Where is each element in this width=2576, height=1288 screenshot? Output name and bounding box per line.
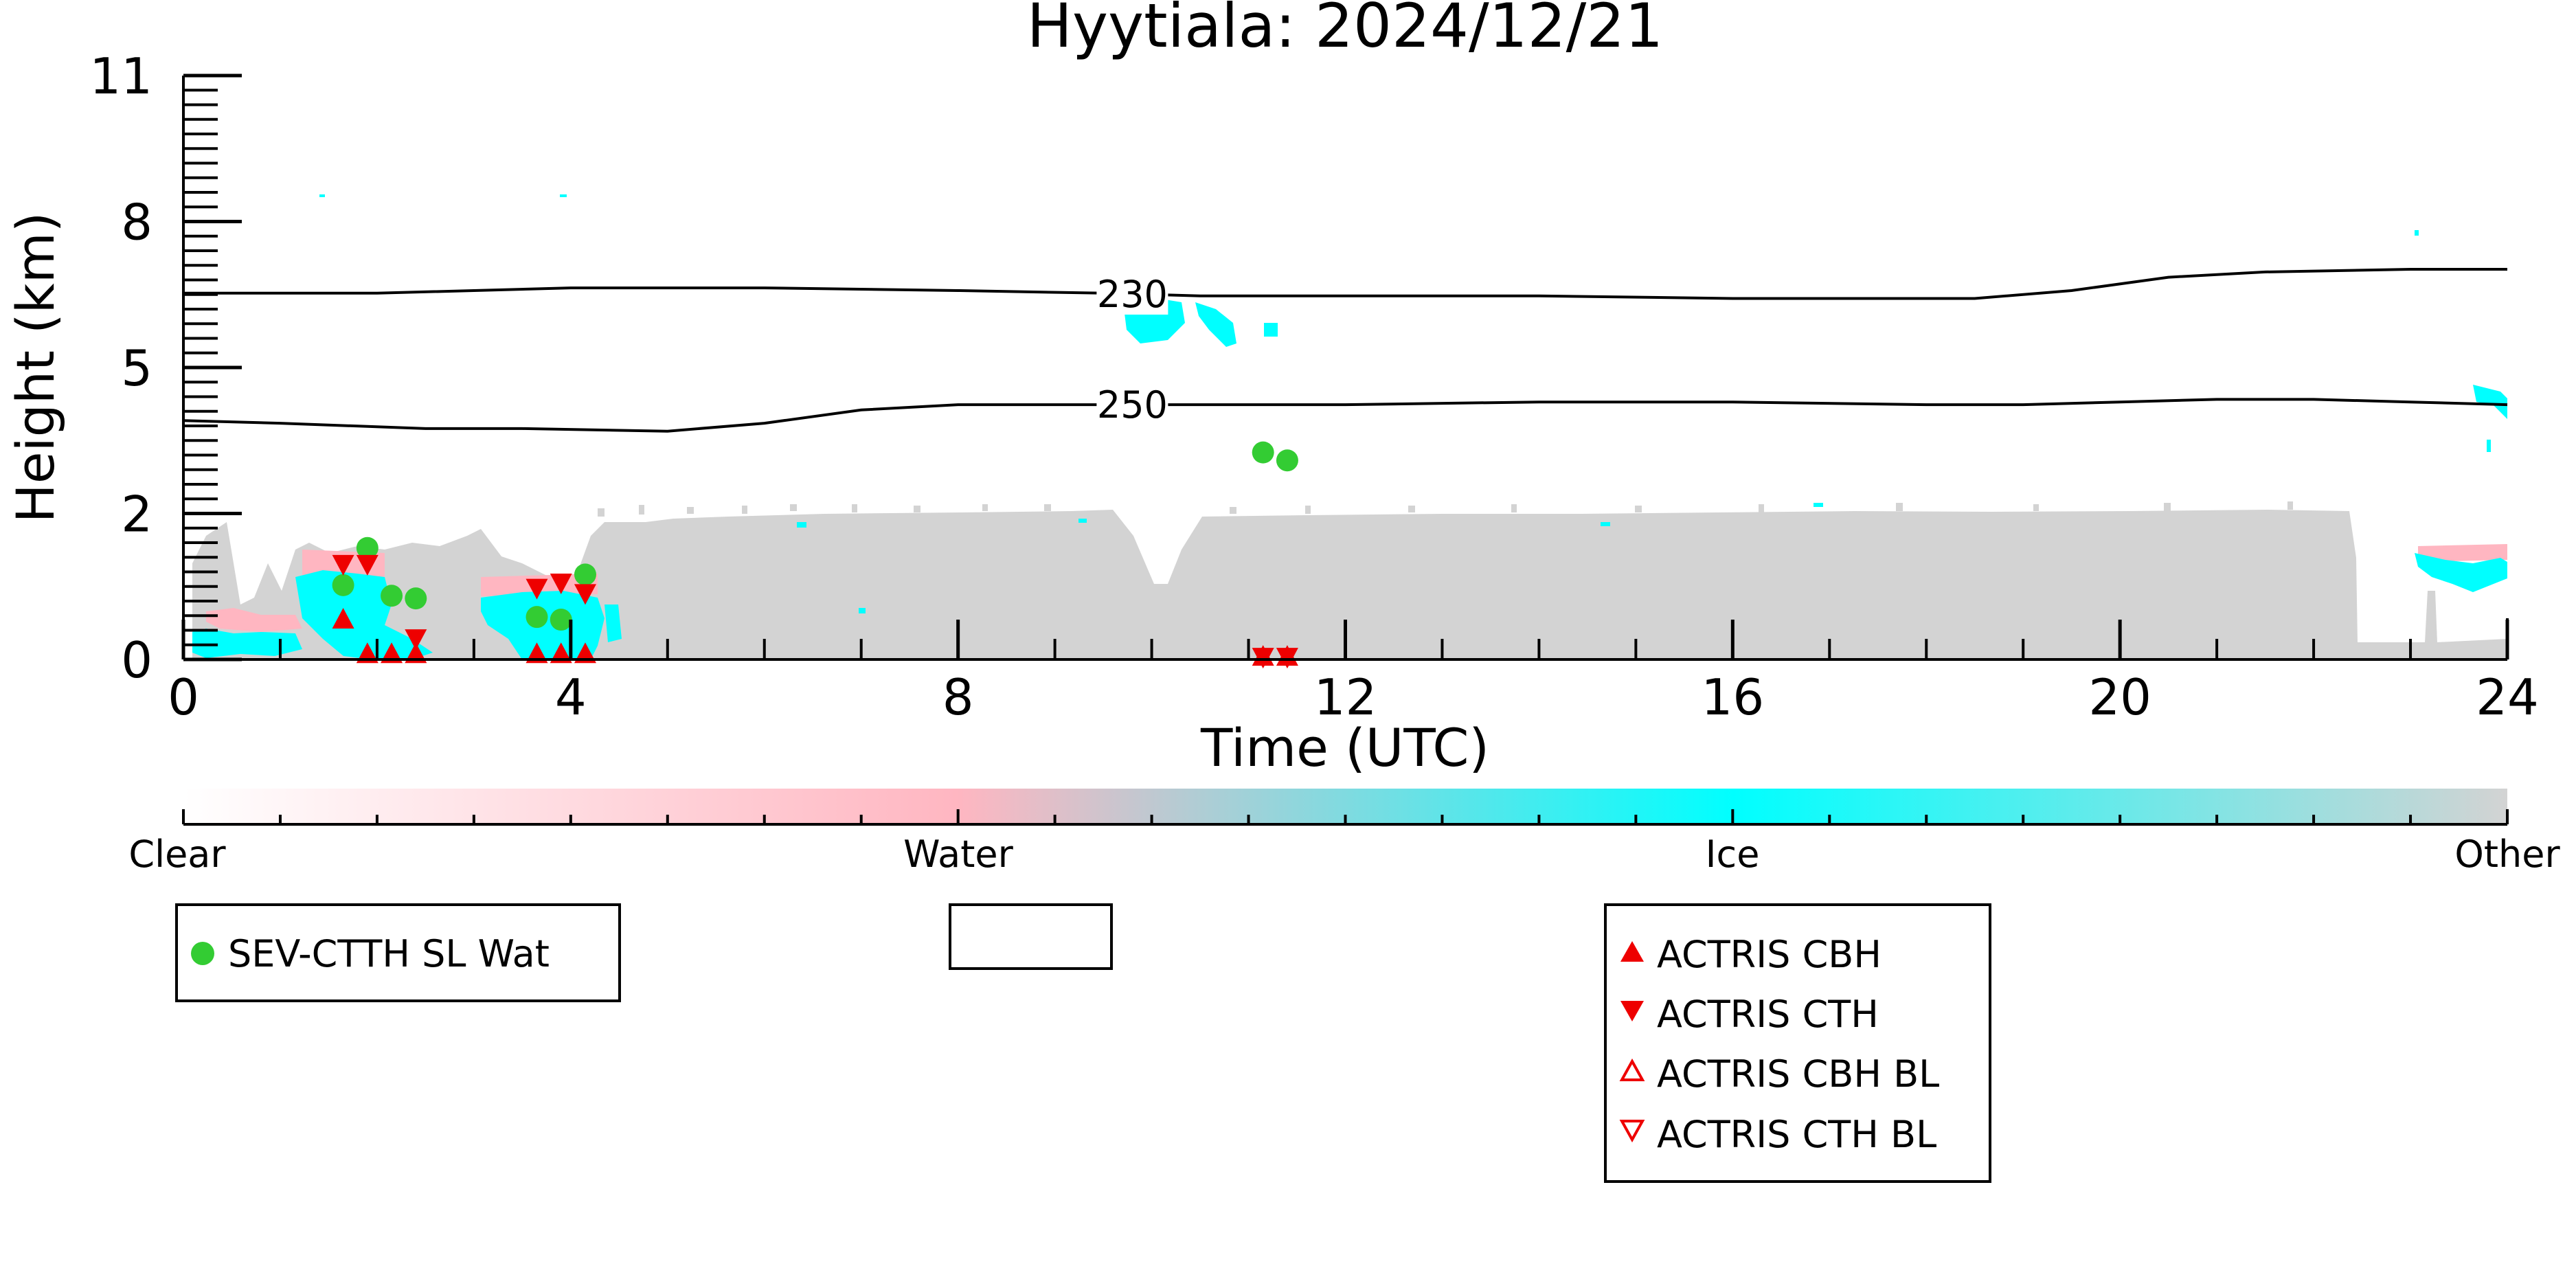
sev-ctth-point: [1252, 441, 1274, 464]
y-axis-label: Height (km): [5, 212, 66, 523]
contour-line: [183, 268, 2507, 300]
actris-cbh-point: [574, 642, 596, 664]
x-tick-label: 20: [2088, 668, 2151, 726]
contour-label: 230: [1097, 273, 1168, 316]
x-tick-label: 16: [1702, 668, 1765, 726]
legend-sev: SEV-CTTH SL Wat: [175, 903, 621, 1002]
legend-actris: ACTRIS CBH ACTRIS CTH ACTRIS CBH BL ACTR…: [1604, 903, 1991, 1183]
legend-cbh-label: ACTRIS CBH: [1657, 933, 1882, 976]
y-tick-label: 5: [121, 339, 152, 397]
actris-cth-point: [356, 554, 379, 576]
y-ticks: 0 2 5 8 11: [89, 47, 242, 689]
actris-cbh-point: [550, 642, 572, 664]
actris-cbh-point: [381, 642, 403, 664]
colorbar: Clear Water Ice Other: [128, 789, 2560, 876]
y-tick-label: 2: [121, 486, 152, 543]
water-patch-4: [2418, 544, 2507, 562]
sev-ctth-point: [574, 563, 596, 586]
legend-cth-label: ACTRIS CTH: [1657, 993, 1879, 1036]
sev-ctth-point: [356, 536, 379, 559]
sev-ctth-point: [405, 587, 427, 610]
actris-cbh-point: [332, 608, 354, 629]
contour-label: 250: [1097, 383, 1168, 427]
legend-cbh-marker: [1620, 941, 1644, 962]
ice-patch-6: [1195, 302, 1236, 347]
ice-patch-9: [2415, 553, 2507, 592]
x-tick-label: 24: [2476, 668, 2539, 726]
colorbar-label-other: Other: [2454, 833, 2560, 876]
actris-cth-point: [405, 629, 427, 651]
legend-cbh-bl-label: ACTRIS CBH BL: [1657, 1052, 1939, 1096]
sev-ctth-point: [1276, 449, 1298, 472]
water-patch-1: [206, 608, 302, 632]
legend-cth-bl-label: ACTRIS CTH BL: [1657, 1113, 1936, 1156]
legend-actris-box: [1604, 903, 1991, 1183]
x-tick-label: 4: [555, 668, 587, 726]
legend-empty-box: [949, 903, 1113, 970]
legend-sev-label: SEV-CTTH SL Wat: [228, 932, 550, 975]
x-tick-label: 12: [1314, 668, 1377, 726]
y-tick-label: 8: [121, 194, 152, 251]
y-tick-label: 11: [89, 47, 152, 105]
x-ticks: 0 4 8 12 16 20 24: [168, 620, 2539, 726]
x-tick-label: 0: [168, 668, 199, 726]
legend-cth-bl-marker: [1619, 1120, 1645, 1143]
actris-cth-point: [574, 584, 596, 605]
actris-cbh-point: [405, 642, 427, 664]
colorbar-label-ice: Ice: [1706, 833, 1760, 876]
chart-title: Hyytiala: 2024/12/21: [1027, 0, 1663, 61]
x-axis-label: Time (UTC): [1200, 717, 1489, 778]
actris-cbh-point: [526, 642, 548, 664]
legend-sev-marker: [191, 942, 214, 965]
ice-patch-1: [192, 629, 302, 658]
x-tick-label: 8: [942, 668, 974, 726]
legend-cbh-bl-marker: [1619, 1058, 1645, 1081]
ice-patch-7: [1264, 323, 1278, 337]
plot-area: 230 250 0 4 8 12 16 20 24 0 2 5 8 11: [89, 47, 2538, 726]
sev-ctth-point: [550, 609, 572, 631]
ice-patch-4: [605, 605, 622, 642]
temperature-contours: 230 250: [183, 268, 2508, 433]
colorbar-ticks: [182, 809, 2509, 824]
contour-line: [183, 398, 2508, 433]
legend-sev-box: [175, 903, 621, 1002]
colorbar-label-water: Water: [903, 833, 1013, 876]
sev-ctth-point: [381, 585, 403, 607]
actris-cth-point: [332, 554, 354, 576]
legend-cth-marker: [1620, 1001, 1644, 1021]
other-region: [192, 510, 2507, 659]
sev-ctth-point: [526, 606, 548, 629]
colorbar-label-clear: Clear: [128, 833, 226, 876]
other-speckle: [598, 501, 2293, 517]
sev-ctth-point: [332, 574, 354, 596]
actris-cbh-point: [356, 642, 379, 664]
contour-label-bg: [1096, 384, 1168, 426]
y-tick-label: 0: [121, 631, 152, 689]
ice-patch-2: [295, 570, 433, 659]
contour-label-bg: [1096, 273, 1168, 315]
actris-cth-point: [526, 578, 548, 600]
actris-cth-point: [550, 573, 572, 594]
ice-speckle: [319, 194, 2491, 613]
ice-patch-8: [2473, 385, 2507, 419]
